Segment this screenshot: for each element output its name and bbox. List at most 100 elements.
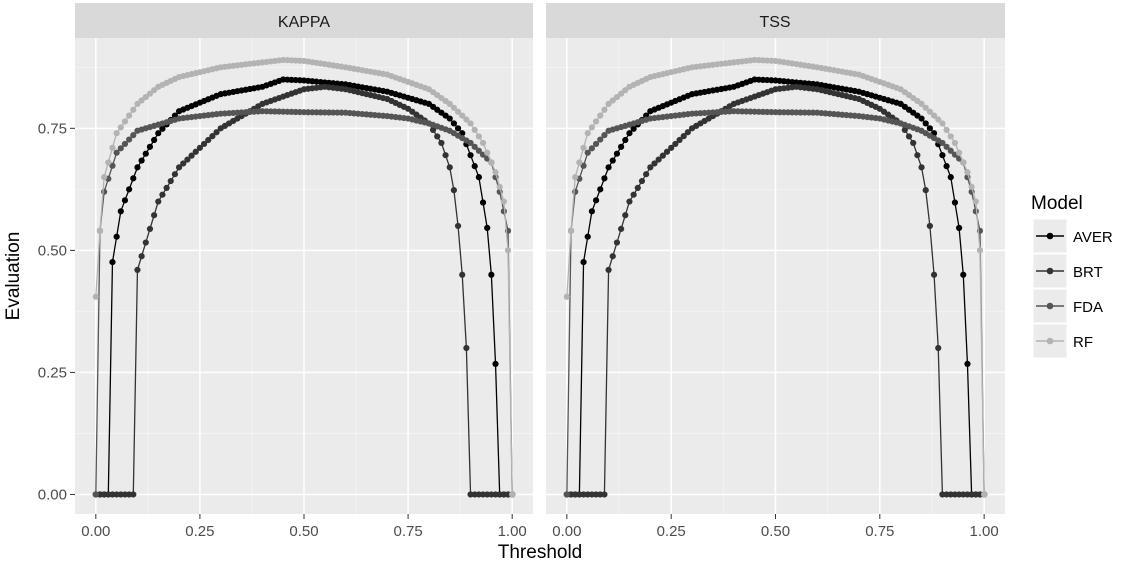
panel-tss-point-aver (613, 150, 621, 157)
y-tick-label: 0.75 (38, 120, 67, 137)
panel-kappa-point-brt (159, 191, 166, 198)
panel-tss-title: TSS (759, 14, 790, 31)
panel-tss-point-rf (972, 198, 979, 205)
panel-tss-point-brt (910, 139, 917, 147)
panel-kappa-point-rf (504, 247, 512, 254)
panel-tss-point-brt (647, 164, 654, 171)
panel-tss-point-brt (905, 133, 913, 140)
panel-tss-point-rf (981, 491, 988, 498)
x-tick-label: 1.00 (498, 523, 527, 540)
panel-tss-point-rf (976, 247, 984, 254)
panel-kappa-point-brt (454, 222, 462, 230)
panel-tss-point-rf (926, 108, 933, 115)
panel-tss-point-aver (947, 174, 954, 181)
panel-kappa-point-rf (126, 112, 133, 119)
panel-tss-point-rf (613, 93, 621, 101)
x-tick-label: 0.25 (657, 523, 686, 540)
panel-kappa-point-aver (142, 150, 149, 157)
panel-kappa-point-brt (151, 212, 158, 219)
legend-point-aver (1046, 232, 1054, 240)
panel-kappa-point-aver (138, 157, 145, 164)
x-tick-label: 0.25 (185, 523, 214, 540)
panel-tss-point-brt (618, 225, 625, 232)
panel-kappa-point-rf (484, 149, 491, 156)
panel-tss-point-rf (930, 112, 938, 119)
panel-kappa-point-aver (446, 115, 453, 122)
panel-kappa-point-aver (117, 208, 124, 215)
panel-kappa-point-rf (142, 93, 149, 101)
panel-kappa-point-aver (479, 199, 487, 206)
panel-kappa-point-aver (488, 271, 495, 278)
panel-kappa-strip (75, 3, 533, 38)
panel-tss-point-brt (643, 171, 650, 178)
panel-tss-point-brt (630, 191, 637, 198)
panel-kappa: KAPPA (75, 3, 533, 514)
legend-point-fda (1046, 302, 1054, 310)
panel-tss-point-aver (626, 130, 633, 137)
x-tick-label: 0.50 (761, 523, 790, 540)
legend-point-brt (1046, 267, 1054, 275)
panel-kappa-point-fda (467, 139, 474, 147)
panel-tss-point-brt (935, 344, 942, 352)
panel-tss-point-aver (580, 258, 587, 266)
panel-tss-point-rf (964, 169, 971, 176)
panel-kappa-point-brt (138, 253, 145, 260)
panel-kappa-point-fda (101, 188, 108, 195)
panel-tss-point-aver (618, 143, 625, 150)
panel-kappa-series (92, 56, 516, 498)
panel-tss-point-brt (918, 164, 925, 171)
legend-label-brt: BRT (1073, 264, 1103, 281)
y-tick-label: 0.00 (38, 486, 67, 503)
panel-kappa-point-aver (450, 120, 457, 127)
panel-kappa-point-fda (475, 147, 482, 154)
panel-tss-point-rf (968, 183, 975, 190)
panel-kappa-point-aver (155, 130, 162, 137)
x-tick-label: 0.00 (81, 523, 110, 540)
panel-kappa-point-brt (459, 271, 466, 278)
panel-tss-point-brt (676, 136, 683, 144)
panel-tss-point-brt (914, 152, 921, 159)
y-tick-label: 0.50 (38, 242, 67, 259)
panel-tss-point-aver (951, 199, 959, 206)
panel-kappa-point-rf (509, 491, 516, 498)
panel-kappa-point-brt (171, 171, 179, 178)
panel-tss-grid (546, 38, 1005, 514)
panel-tss-point-aver (943, 163, 950, 170)
panel-tss-point-brt (655, 156, 662, 163)
panel-tss-point-brt (680, 133, 687, 140)
panel-kappa-point-brt (180, 160, 187, 167)
panel-tss-point-fda (588, 145, 596, 152)
panel-tss-point-brt (601, 491, 608, 498)
panel-kappa-point-rf (92, 293, 99, 300)
panel-kappa-point-fda (471, 143, 478, 150)
panel-tss-point-aver (956, 224, 963, 232)
panel-kappa-point-rf (138, 97, 145, 104)
panel-tss-point-brt (930, 271, 938, 278)
panel-kappa-point-rf (467, 120, 474, 127)
panel-kappa-point-brt (209, 133, 216, 140)
panel-kappa-point-brt (196, 144, 204, 151)
panel-kappa-point-rf (492, 169, 499, 176)
panel-kappa-point-rf (488, 159, 495, 166)
panel-kappa-point-brt (188, 152, 195, 159)
panel-kappa-point-brt (438, 139, 445, 147)
panel-kappa-title: KAPPA (278, 14, 331, 31)
legend-title: Model (1031, 193, 1083, 214)
panel-kappa-point-aver (475, 174, 482, 181)
panel-kappa-point-brt (192, 148, 199, 155)
panel-tss-point-rf (947, 133, 954, 140)
panel-kappa-point-brt (450, 187, 457, 194)
panel-tss-point-aver (939, 152, 946, 159)
panel-kappa-point-fda (92, 491, 99, 498)
legend-point-rf (1046, 337, 1054, 345)
panel-kappa-point-aver (151, 136, 158, 144)
panel-kappa-point-rf (459, 112, 466, 119)
y-axis: 0.00 0.25 0.50 0.75 (38, 120, 75, 503)
panel-tss-point-rf (956, 149, 963, 156)
panel-tss-point-rf (572, 174, 579, 181)
panel-tss-point-brt (901, 126, 908, 134)
panel-kappa-point-rf (96, 227, 104, 234)
panel-tss-point-rf (592, 118, 600, 125)
panel-tss-point-fda (597, 136, 604, 143)
panel-kappa-point-brt (134, 266, 141, 273)
